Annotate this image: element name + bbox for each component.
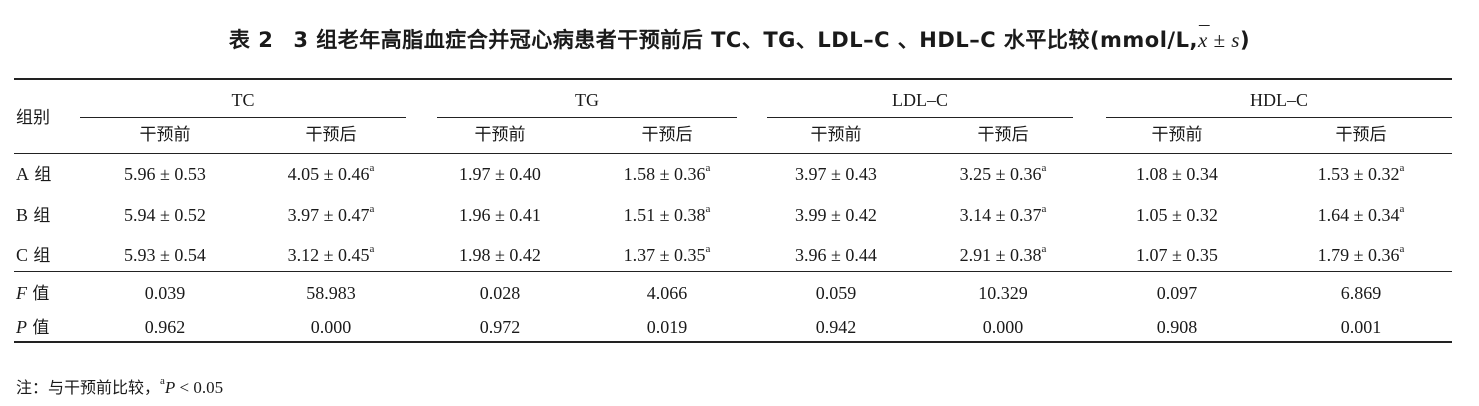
- table-cell: 1.37 ± 0.35a: [623, 243, 711, 266]
- table-cell: 5.94 ± 0.52: [124, 205, 206, 225]
- table-cell: 3.12 ± 0.45a: [287, 243, 375, 266]
- row-header: 组别: [16, 108, 50, 128]
- table-number: 表 2: [228, 28, 274, 52]
- table-cell: 4.066: [646, 283, 688, 303]
- table-cell: 1.64 ± 0.34a: [1317, 203, 1405, 226]
- subheader: 干预后: [1335, 125, 1387, 145]
- row-label-group: B 组: [16, 205, 51, 226]
- significance-mark: a: [1399, 203, 1405, 215]
- table-cell: 0.000: [310, 317, 352, 337]
- table-cell: 0.039: [144, 283, 186, 303]
- table-cell: 10.329: [978, 283, 1028, 303]
- row-label-group: A 组: [16, 164, 52, 185]
- table-cell: 1.58 ± 0.36a: [623, 162, 711, 185]
- table-cell: 5.93 ± 0.54: [124, 245, 206, 265]
- table-cell: 3.14 ± 0.37a: [959, 203, 1047, 226]
- subheader: 干预前: [810, 125, 862, 145]
- table-cell: 3.25 ± 0.36a: [959, 162, 1047, 185]
- table-title: 表 2 3 组老年高脂血症合并冠心病患者干预前后 TC、TG、LDL–C 、HDL…: [228, 22, 1251, 52]
- sd-symbol: ± s: [1207, 28, 1240, 52]
- table-caption: 3 组老年高脂血症合并冠心病患者干预前后 TC、TG、LDL–C 、HDL–C …: [293, 28, 1198, 52]
- subheader: 干预后: [641, 125, 693, 145]
- table-cell: 3.96 ± 0.44: [795, 245, 877, 265]
- bottom-rule: [14, 341, 1452, 343]
- group-rule-ldl: [767, 117, 1073, 118]
- significance-mark: a: [705, 203, 711, 215]
- table-cell: 58.983: [306, 283, 356, 303]
- table-cell: 0.972: [479, 317, 521, 337]
- significance-mark: a: [1041, 203, 1047, 215]
- significance-mark: a: [369, 203, 375, 215]
- table-cell: 3.99 ± 0.42: [795, 205, 877, 225]
- table-cell: 4.05 ± 0.46a: [287, 162, 375, 185]
- significance-mark: a: [1041, 162, 1047, 174]
- group-rule-tc: [80, 117, 406, 118]
- row-label-stat: F 值: [16, 283, 50, 304]
- group-rule-tg: [437, 117, 737, 118]
- table-cell: 0.962: [144, 317, 186, 337]
- row-label-group: C 组: [16, 245, 51, 266]
- table-cell: 0.097: [1156, 283, 1198, 303]
- stats-rule: [14, 271, 1452, 272]
- table-cell: 1.08 ± 0.34: [1136, 164, 1218, 184]
- table-cell: 6.869: [1340, 283, 1382, 303]
- table-cell: 1.53 ± 0.32a: [1317, 162, 1405, 185]
- table-cell: 1.97 ± 0.40: [459, 164, 541, 184]
- table-note: 注：与干预前比较，aP < 0.05: [16, 375, 224, 397]
- significance-mark: a: [1399, 243, 1405, 255]
- table-cell: 0.908: [1156, 317, 1198, 337]
- table-cell: 3.97 ± 0.47a: [287, 203, 375, 226]
- significance-mark: a: [705, 243, 711, 255]
- table-cell: 1.98 ± 0.42: [459, 245, 541, 265]
- top-rule: [14, 78, 1452, 80]
- subheader: 干预后: [305, 125, 357, 145]
- table-cell: 1.07 ± 0.35: [1136, 245, 1218, 265]
- table-cell: 0.019: [646, 317, 688, 337]
- group-rule-hdl: [1106, 117, 1452, 118]
- table-cell: 0.000: [982, 317, 1024, 337]
- row-label-stat: P 值: [16, 317, 50, 338]
- group-header-hdl-c: HDL–C: [1250, 90, 1308, 110]
- table-cell: 3.97 ± 0.43: [795, 164, 877, 184]
- subheader: 干预前: [139, 125, 191, 145]
- table-cell: 1.79 ± 0.36a: [1317, 243, 1405, 266]
- group-header-tg: TG: [575, 90, 599, 110]
- table-cell: 1.05 ± 0.32: [1136, 205, 1218, 225]
- table-cell: 1.51 ± 0.38a: [623, 203, 711, 226]
- group-header-tc: TC: [231, 90, 255, 110]
- table-cell: 1.96 ± 0.41: [459, 205, 541, 225]
- subheader: 干预前: [474, 125, 526, 145]
- group-header-ldl-c: LDL–C: [892, 90, 948, 110]
- subheader: 干预前: [1151, 125, 1203, 145]
- table-cell: 2.91 ± 0.38a: [959, 243, 1047, 266]
- mean-symbol: x ¯: [1197, 22, 1210, 52]
- table-cell: 0.059: [815, 283, 857, 303]
- significance-mark: a: [1041, 243, 1047, 255]
- header-rule: [14, 153, 1452, 154]
- table-cell: 0.001: [1340, 317, 1382, 337]
- table-cell: 0.028: [479, 283, 521, 303]
- significance-mark: a: [705, 162, 711, 174]
- table-cell: 0.942: [815, 317, 857, 337]
- significance-mark: a: [369, 162, 375, 174]
- table-cell: 5.96 ± 0.53: [124, 164, 206, 184]
- subheader: 干预后: [977, 125, 1029, 145]
- significance-mark: a: [1399, 162, 1405, 174]
- significance-mark: a: [369, 243, 375, 255]
